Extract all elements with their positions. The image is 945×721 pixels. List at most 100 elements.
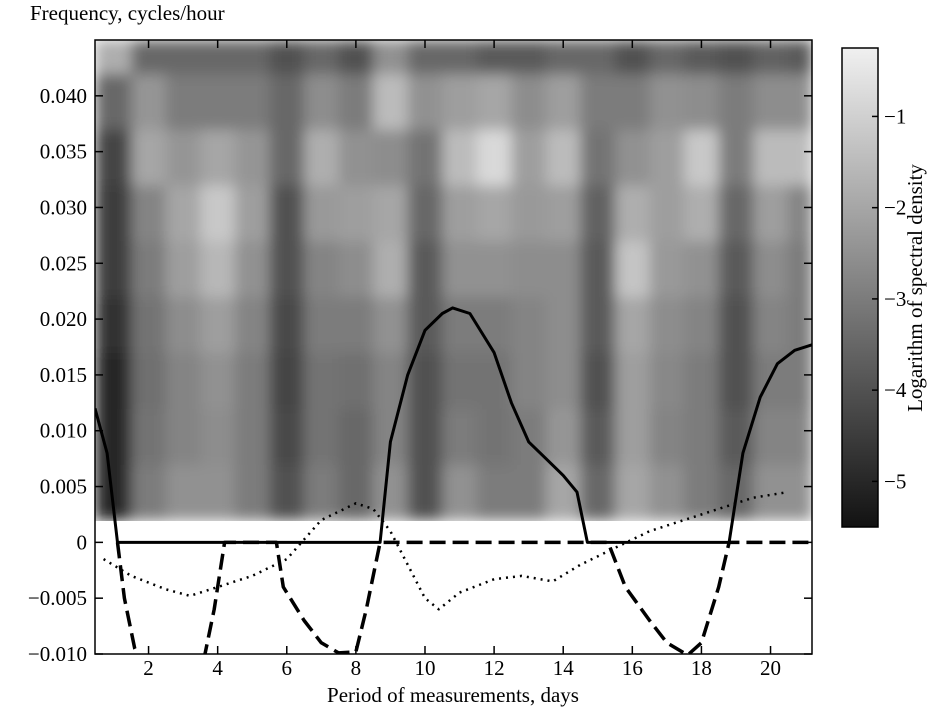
x-axis-label: Period of measurements, days (327, 683, 579, 707)
heat-cell (615, 73, 651, 130)
heat-cell (442, 40, 478, 74)
y-tick-label: 0.010 (40, 419, 87, 443)
heat-cell (200, 73, 236, 130)
heat-cell (95, 73, 132, 130)
heat-cell (234, 185, 270, 242)
series-line (95, 306, 812, 544)
heat-cell (545, 129, 581, 186)
heat-cell (165, 40, 201, 74)
heat-cell (545, 296, 581, 354)
heat-cell (442, 129, 478, 186)
heat-cell (338, 296, 374, 354)
heat-cell (545, 352, 581, 409)
colorbar-tick-label: −2 (884, 196, 906, 220)
heat-cell (304, 296, 340, 354)
heat-cell (580, 464, 616, 521)
heat-cell (373, 296, 409, 354)
heat-cell (580, 73, 616, 130)
colorbar (841, 47, 879, 528)
heat-cell (95, 185, 132, 242)
heat-cell (442, 352, 478, 409)
heat-cell (545, 240, 581, 298)
heat-cell (407, 73, 443, 130)
heat-cell (131, 408, 167, 465)
heat-cell (476, 73, 512, 130)
heat-cell (511, 40, 547, 74)
heat-cell (304, 73, 340, 130)
heat-cell (269, 240, 305, 298)
heat-cell (131, 240, 167, 298)
heat-cell (95, 408, 132, 465)
heat-cell (234, 40, 270, 74)
y-axis-label: Frequency, cycles/hour (30, 1, 225, 25)
heat-cell (684, 296, 720, 354)
heat-cell (338, 408, 374, 465)
heat-cell (165, 352, 201, 409)
heat-cell (649, 464, 685, 521)
heat-cell (718, 73, 754, 130)
plot-frame (94, 39, 813, 655)
heat-cell (304, 352, 340, 409)
heat-cell (234, 464, 270, 521)
heat-cell (304, 464, 340, 521)
heat-cell (649, 73, 685, 130)
heat-cell (615, 408, 651, 465)
heat-cell (165, 73, 201, 130)
heat-cell (649, 408, 685, 465)
heat-cell (753, 408, 789, 465)
y-tick-label: 0 (77, 530, 88, 554)
heat-cell (511, 240, 547, 298)
heat-cell (753, 240, 789, 298)
heat-cell (753, 129, 789, 186)
heat-cell (165, 408, 201, 465)
heat-cell (95, 129, 132, 186)
heat-cell (373, 129, 409, 186)
heat-cell (718, 240, 754, 298)
x-tick-label: 16 (622, 656, 643, 680)
colorbar-tick-label: −5 (884, 469, 906, 493)
heat-cell (95, 296, 132, 354)
heat-cell (580, 352, 616, 409)
heat-cell (373, 40, 409, 74)
heat-cell (200, 240, 236, 298)
x-tick-label: 10 (414, 656, 435, 680)
y-tick-label: 0.020 (40, 307, 87, 331)
y-tick-label: 0.015 (40, 363, 87, 387)
heat-cell (476, 408, 512, 465)
heat-cell (338, 464, 374, 521)
heat-cell (580, 129, 616, 186)
heat-cell (684, 129, 720, 186)
heat-cell (511, 185, 547, 242)
heat-cell (511, 464, 547, 521)
heat-cell (165, 240, 201, 298)
heat-cell (684, 352, 720, 409)
heat-cell (580, 408, 616, 465)
heat-cell (165, 129, 201, 186)
heat-cell (476, 352, 512, 409)
y-tick-label: 0.030 (40, 195, 87, 219)
heat-cell (373, 185, 409, 242)
y-tick-label: 0.025 (40, 251, 87, 275)
heat-cell (234, 352, 270, 409)
heat-cell (787, 40, 812, 74)
heat-cell (407, 129, 443, 186)
heat-cell (476, 185, 512, 242)
heat-cell (131, 129, 167, 186)
heat-cell (304, 129, 340, 186)
heat-cell (269, 129, 305, 186)
heat-cell (200, 296, 236, 354)
heat-cell (580, 185, 616, 242)
heat-cell (269, 464, 305, 521)
heat-cell (476, 464, 512, 521)
heat-cell (442, 296, 478, 354)
heat-cell (269, 185, 305, 242)
heat-cell (338, 185, 374, 242)
heat-cell (718, 40, 754, 74)
heat-cell (165, 464, 201, 521)
heat-cell (200, 185, 236, 242)
heat-cell (753, 296, 789, 354)
heat-cell (304, 185, 340, 242)
heat-cell (338, 352, 374, 409)
heat-cell (787, 185, 812, 242)
heat-cell (753, 73, 789, 130)
